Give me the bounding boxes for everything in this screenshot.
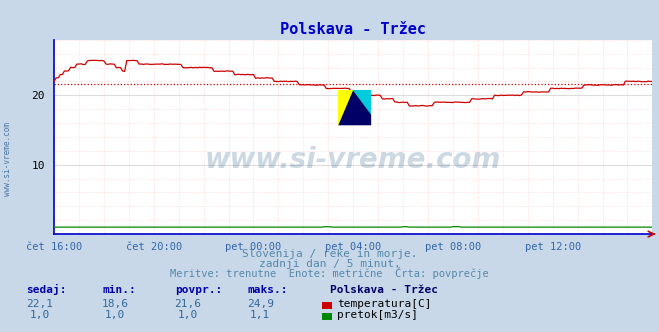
Text: 21,6: 21,6 (175, 299, 201, 309)
Polygon shape (353, 90, 371, 115)
Text: Polskava - Tržec: Polskava - Tržec (330, 285, 438, 295)
Text: 1,0: 1,0 (105, 310, 125, 320)
Text: 1,1: 1,1 (250, 310, 270, 320)
Text: www.si-vreme.com: www.si-vreme.com (3, 123, 13, 196)
Bar (338, 90, 371, 125)
Text: 1,0: 1,0 (30, 310, 49, 320)
Text: sedaj:: sedaj: (26, 284, 67, 295)
Text: temperatura[C]: temperatura[C] (337, 299, 432, 309)
Text: min.:: min.: (102, 285, 136, 295)
Text: zadnji dan / 5 minut.: zadnji dan / 5 minut. (258, 259, 401, 269)
Text: 1,0: 1,0 (178, 310, 198, 320)
Text: maks.:: maks.: (247, 285, 287, 295)
Text: 22,1: 22,1 (26, 299, 53, 309)
Text: 24,9: 24,9 (247, 299, 273, 309)
Text: Meritve: trenutne  Enote: metrične  Črta: povprečje: Meritve: trenutne Enote: metrične Črta: … (170, 267, 489, 279)
Text: Slovenija / reke in morje.: Slovenija / reke in morje. (242, 249, 417, 259)
Text: povpr.:: povpr.: (175, 285, 222, 295)
Text: www.si-vreme.com: www.si-vreme.com (205, 146, 501, 174)
Title: Polskava - Tržec: Polskava - Tržec (280, 22, 426, 37)
Text: 18,6: 18,6 (102, 299, 129, 309)
Polygon shape (338, 90, 371, 125)
Text: pretok[m3/s]: pretok[m3/s] (337, 310, 418, 320)
